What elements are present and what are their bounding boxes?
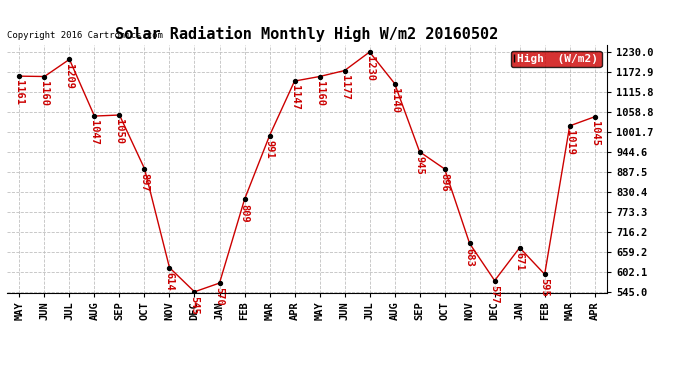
Text: Copyright 2016 Cartronics.com: Copyright 2016 Cartronics.com: [7, 31, 163, 40]
Text: 671: 671: [515, 252, 524, 271]
Text: 897: 897: [139, 173, 150, 192]
Point: [264, 133, 275, 139]
Point: [89, 113, 100, 119]
Text: 577: 577: [490, 285, 500, 303]
Text: 614: 614: [164, 272, 175, 291]
Text: 545: 545: [190, 296, 199, 315]
Text: 1177: 1177: [339, 75, 350, 100]
Text: 1209: 1209: [64, 63, 75, 88]
Text: 1050: 1050: [115, 119, 124, 144]
Point: [464, 240, 475, 246]
Text: 991: 991: [264, 140, 275, 159]
Point: [314, 74, 325, 80]
Text: 1147: 1147: [290, 85, 299, 110]
Legend: High  (W/m2): High (W/m2): [511, 51, 602, 67]
Text: 1161: 1161: [14, 80, 24, 105]
Text: 945: 945: [415, 156, 424, 175]
Text: 809: 809: [239, 204, 250, 222]
Point: [339, 68, 350, 74]
Point: [539, 271, 550, 277]
Point: [564, 123, 575, 129]
Text: 896: 896: [440, 173, 450, 192]
Point: [414, 149, 425, 155]
Point: [14, 73, 25, 79]
Point: [214, 280, 225, 286]
Text: 683: 683: [464, 248, 475, 266]
Point: [164, 265, 175, 271]
Text: 1047: 1047: [90, 120, 99, 145]
Text: 1160: 1160: [39, 81, 50, 106]
Text: 1230: 1230: [364, 56, 375, 81]
Point: [64, 56, 75, 62]
Text: 1140: 1140: [390, 88, 400, 112]
Point: [389, 81, 400, 87]
Point: [439, 166, 450, 172]
Point: [114, 112, 125, 118]
Point: [39, 74, 50, 80]
Text: 1160: 1160: [315, 81, 324, 106]
Point: [364, 49, 375, 55]
Point: [589, 114, 600, 120]
Point: [239, 196, 250, 202]
Point: [514, 245, 525, 251]
Point: [189, 289, 200, 295]
Text: 1045: 1045: [590, 121, 600, 146]
Text: 570: 570: [215, 287, 224, 306]
Title: Solar Radiation Monthly High W/m2 20160502: Solar Radiation Monthly High W/m2 201605…: [115, 27, 499, 42]
Text: 1019: 1019: [564, 130, 575, 155]
Point: [139, 166, 150, 172]
Text: 595: 595: [540, 279, 550, 297]
Point: [489, 278, 500, 284]
Point: [289, 78, 300, 84]
